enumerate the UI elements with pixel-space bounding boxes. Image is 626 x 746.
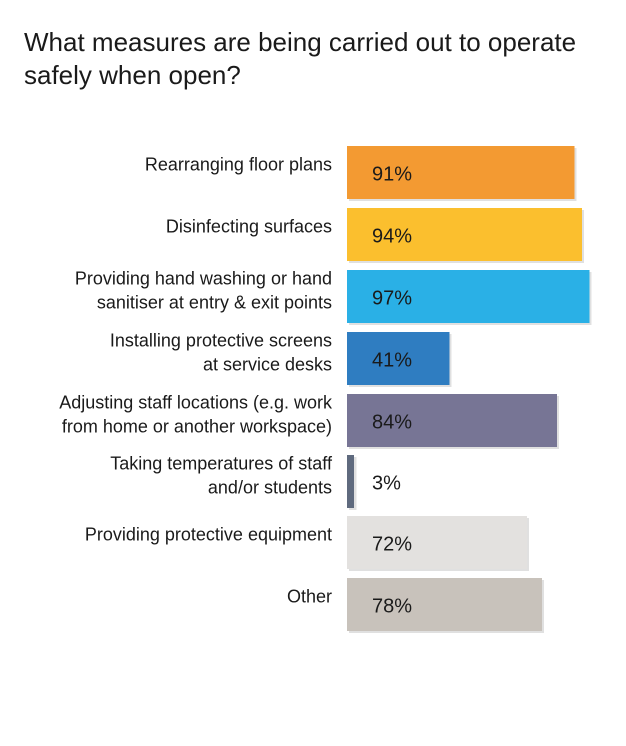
category-label-3-line-1: at service desks — [203, 355, 332, 375]
chart-title: What measures are being carried out to o… — [24, 27, 577, 90]
value-label-1: 94% — [372, 226, 412, 248]
value-label-0: 91% — [372, 164, 412, 186]
category-label-2-line-0: Providing hand washing or hand — [75, 269, 332, 289]
bar-3 — [347, 332, 450, 385]
category-label-6: Providing protective equipment — [85, 525, 332, 545]
category-label-7: Other — [287, 587, 332, 607]
value-label-2: 97% — [372, 288, 412, 310]
value-label-3: 41% — [372, 350, 412, 372]
category-label-0: Rearranging floor plans — [145, 155, 332, 175]
value-label-4: 84% — [372, 412, 412, 434]
bar-7 — [347, 578, 542, 631]
bar-2 — [347, 270, 590, 323]
category-label-4-line-0: Adjusting staff locations (e.g. work — [59, 393, 333, 413]
bar-6 — [347, 516, 527, 569]
category-label-3-line-0: Installing protective screens — [110, 331, 332, 351]
category-label-5-line-1: and/or students — [208, 478, 332, 498]
category-label-2-line-1: sanitiser at entry & exit points — [97, 293, 332, 313]
category-label-5-line-0: Taking temperatures of staff — [110, 454, 333, 474]
bar-0 — [347, 146, 575, 199]
bar-5 — [347, 455, 354, 508]
category-label-4-line-1: from home or another workspace) — [62, 417, 332, 437]
bar-1 — [347, 208, 582, 261]
category-label-1: Disinfecting surfaces — [166, 217, 332, 237]
value-label-6: 72% — [372, 534, 412, 556]
value-label-5: 3% — [372, 473, 401, 495]
value-label-7: 78% — [372, 596, 412, 618]
bar-4 — [347, 394, 557, 447]
